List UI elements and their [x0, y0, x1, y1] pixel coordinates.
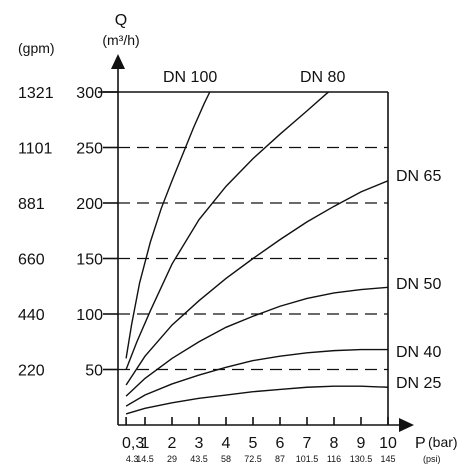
x-secondary-tick-label: 130.5 — [350, 454, 373, 464]
y-axis-arrow-icon — [111, 54, 125, 69]
series-label-dn-65: DN 65 — [396, 168, 441, 185]
x-tick-label: 0,3 — [122, 435, 144, 452]
x-secondary-tick-label: 29 — [167, 454, 177, 464]
y-secondary-tick-label: 660 — [18, 252, 45, 269]
series-line-dn-25 — [125, 385, 389, 415]
series-line-dn-80 — [125, 91, 330, 370]
y-secondary-tick-label: 220 — [18, 363, 45, 380]
x-tick-label: 4 — [222, 435, 231, 452]
y-tick-label: 50 — [85, 363, 103, 380]
series-layer — [125, 91, 389, 415]
y-secondary-tick-label: 1101 — [18, 141, 53, 158]
series-label-dn-50: DN 50 — [396, 276, 441, 293]
x-tick-label: 10 — [379, 435, 397, 452]
x-tick-label: 6 — [276, 435, 285, 452]
x-secondary-tick-label: 145 — [380, 454, 395, 464]
x-secondary-tick-label: 4.3 — [126, 454, 139, 464]
series-line-dn-50 — [125, 286, 389, 397]
series-label-dn-40: DN 40 — [396, 344, 441, 361]
x-secondary-tick-label: 43.5 — [190, 454, 208, 464]
x-secondary-unit-label: (psi) — [423, 454, 441, 464]
series-line-dn-100 — [125, 91, 211, 359]
x-tick-label: 5 — [249, 435, 258, 452]
label-layer: 50 100 150 200 250 300 220 440 660 881 1101 1321 0,3… — [18, 12, 458, 464]
x-tick-label: 3 — [195, 435, 204, 452]
series-line-dn-40 — [125, 348, 388, 407]
x-secondary-tick-label: 116 — [327, 454, 341, 464]
y-secondary-unit-label: (gpm) — [18, 40, 55, 56]
x-tick-label: 7 — [303, 435, 312, 452]
x-axis-label: P — [415, 435, 426, 452]
y-axis-unit-label: (m³/h) — [102, 32, 139, 48]
y-tick-label: 100 — [76, 307, 103, 324]
x-tick-label: 9 — [357, 435, 366, 452]
y-secondary-tick-label: 1321 — [18, 85, 54, 102]
y-secondary-tick-label: 440 — [18, 307, 45, 324]
x-tick-label: 2 — [168, 435, 177, 452]
series-label-dn-80: DN 80 — [300, 69, 345, 86]
x-secondary-tick-label: 72.5 — [244, 454, 262, 464]
y-axis-label: Q — [115, 12, 127, 29]
axis-layer — [98, 54, 414, 432]
y-tick-label: 250 — [76, 141, 103, 158]
x-axis-arrow-icon — [399, 418, 414, 432]
x-axis-unit-label: (bar) — [428, 434, 458, 450]
series-label-dn-25: DN 25 — [396, 375, 441, 392]
y-tick-label: 200 — [76, 196, 103, 213]
series-label-dn-100: DN 100 — [163, 69, 217, 86]
x-secondary-tick-label: 58 — [221, 454, 231, 464]
x-tick-label: 1 — [141, 435, 150, 452]
y-tick-label: 150 — [76, 252, 103, 269]
x-secondary-tick-label: 14.5 — [136, 454, 154, 464]
y-secondary-tick-label: 881 — [18, 196, 45, 213]
x-secondary-tick-label: 87 — [275, 454, 285, 464]
x-secondary-tick-label: 101.5 — [296, 454, 319, 464]
series-line-dn-65 — [125, 180, 389, 386]
x-tick-label: 8 — [330, 435, 339, 452]
y-tick-label: 300 — [76, 85, 103, 102]
